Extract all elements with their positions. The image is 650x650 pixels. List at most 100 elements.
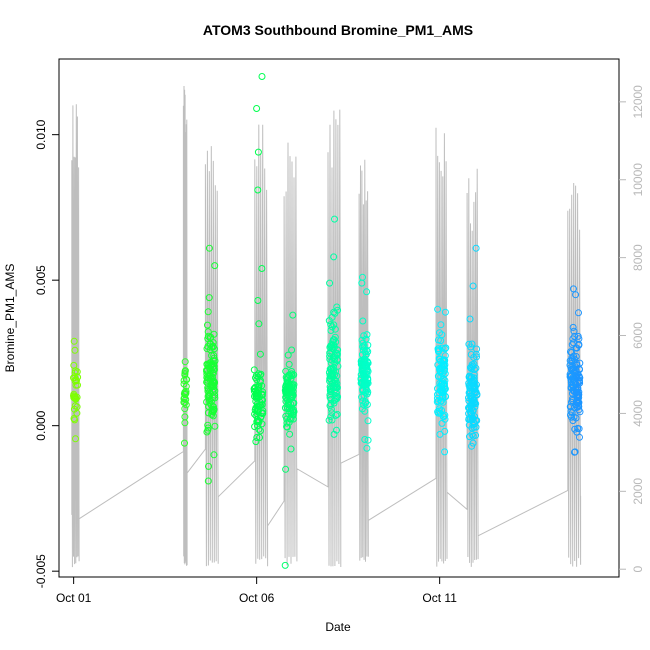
data-point xyxy=(71,346,79,354)
data-point xyxy=(333,410,341,418)
data-point xyxy=(182,396,190,403)
data-point xyxy=(364,417,372,425)
data-point xyxy=(326,279,334,287)
data-point xyxy=(211,262,219,270)
data-point xyxy=(473,353,480,361)
data-point xyxy=(254,186,262,194)
data-point xyxy=(362,383,370,391)
data-point xyxy=(253,376,261,384)
y2-tick-label: 6000 xyxy=(631,322,645,349)
data-point xyxy=(571,425,579,433)
data-point xyxy=(437,380,445,388)
data-point xyxy=(326,391,334,399)
data-point xyxy=(330,321,338,329)
data-point xyxy=(575,335,583,343)
data-point xyxy=(326,377,334,385)
data-point xyxy=(569,323,577,331)
data-point xyxy=(330,430,338,438)
data-point xyxy=(210,451,218,459)
data-point xyxy=(469,362,477,370)
data-point xyxy=(326,349,334,357)
data-point xyxy=(438,344,446,352)
data-point xyxy=(211,387,219,395)
data-point xyxy=(434,372,442,380)
data-point xyxy=(255,320,263,328)
data-point xyxy=(433,398,441,406)
data-point xyxy=(436,405,443,413)
data-point xyxy=(208,405,216,413)
data-point xyxy=(363,288,371,296)
data-point xyxy=(252,387,260,395)
chart-title: ATOM3 Southbound Bromine_PM1_AMS xyxy=(203,22,473,38)
data-point xyxy=(434,397,442,405)
data-point xyxy=(440,356,448,364)
data-point xyxy=(327,365,335,373)
data-point xyxy=(327,413,335,421)
data-point xyxy=(436,329,443,337)
data-point xyxy=(575,378,583,386)
data-point xyxy=(256,434,264,441)
x-tick-label: Oct 11 xyxy=(422,591,457,605)
data-point xyxy=(358,336,366,344)
data-point xyxy=(569,395,576,403)
data-point xyxy=(71,367,79,375)
data-point xyxy=(573,368,580,376)
x-tick-label: Oct 06 xyxy=(239,591,275,605)
data-point xyxy=(205,462,212,470)
data-point xyxy=(71,402,79,410)
data-point xyxy=(470,371,478,379)
data-point xyxy=(203,367,211,375)
data-point xyxy=(333,350,341,357)
data-point xyxy=(74,373,82,381)
altitude-line xyxy=(71,85,582,568)
axes-layer: Oct 01 Oct 06 Oct 11 -0.005 0.000 0.005 0.010 0… xyxy=(34,85,645,605)
data-point xyxy=(363,365,371,373)
data-point xyxy=(574,391,582,399)
data-point xyxy=(472,244,480,252)
data-point xyxy=(363,358,371,366)
data-point xyxy=(209,394,217,402)
data-point xyxy=(204,328,212,336)
data-point xyxy=(363,386,371,394)
data-point xyxy=(438,370,446,378)
data-point xyxy=(441,377,449,384)
data-point xyxy=(331,325,339,333)
data-point xyxy=(570,352,578,360)
data-point xyxy=(441,415,449,423)
data-point xyxy=(208,360,216,368)
data-point xyxy=(331,215,338,223)
data-point xyxy=(567,411,574,419)
data-point xyxy=(205,294,213,302)
data-point xyxy=(70,405,78,413)
data-point xyxy=(206,399,214,407)
data-point xyxy=(207,333,215,341)
data-point xyxy=(568,372,575,380)
data-point xyxy=(362,398,369,406)
data-point xyxy=(472,416,480,424)
data-point xyxy=(253,105,261,112)
data-point xyxy=(290,400,298,407)
data-point xyxy=(289,391,297,399)
data-point xyxy=(181,358,189,366)
data-point xyxy=(325,416,333,424)
y2-tick-label: 10000 xyxy=(631,163,645,197)
data-point xyxy=(328,416,336,424)
data-point xyxy=(441,308,449,316)
data-point xyxy=(363,331,371,339)
data-point xyxy=(571,448,579,456)
y-tick-label: 0.000 xyxy=(34,410,48,440)
data-point xyxy=(465,415,473,423)
data-point xyxy=(334,393,342,401)
data-point xyxy=(327,395,335,403)
x-tick-label: Oct 01 xyxy=(56,591,92,605)
data-point xyxy=(332,411,340,419)
data-point xyxy=(204,409,212,417)
data-point xyxy=(181,439,188,447)
data-point xyxy=(284,380,292,388)
data-point xyxy=(181,370,189,377)
y-tick-label: 0.005 xyxy=(34,265,48,295)
data-point xyxy=(290,408,298,416)
data-point xyxy=(71,416,79,424)
y2-tick-label: 12000 xyxy=(631,85,645,119)
